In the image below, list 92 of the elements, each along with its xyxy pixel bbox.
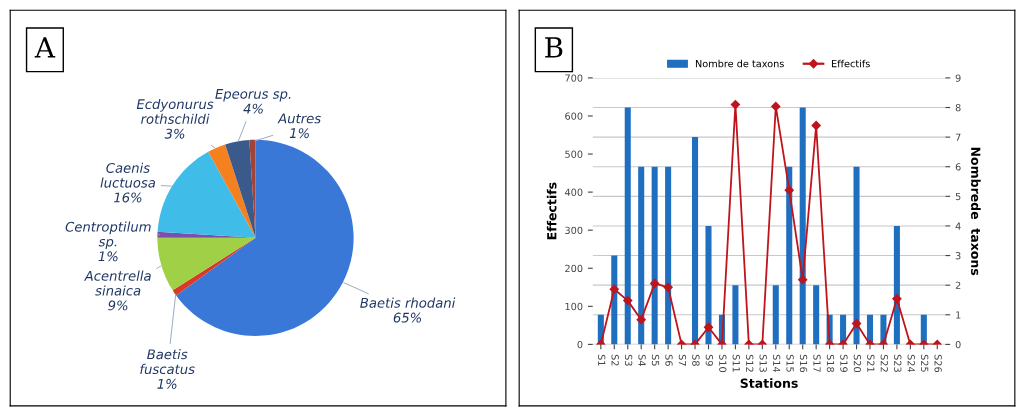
point — [730, 99, 741, 110]
x-tick-label: S18 — [826, 354, 835, 372]
y2-tick-label: 7 — [955, 133, 961, 141]
bar — [732, 285, 739, 345]
y-tick-label: 600 — [565, 112, 583, 120]
bar — [799, 107, 806, 345]
data-label: 16% — [113, 192, 142, 203]
x-tick-label: S21 — [867, 354, 875, 372]
x-tick-label: S16 — [799, 354, 808, 373]
x-tick-label: S19 — [840, 354, 848, 372]
point — [892, 294, 902, 304]
slice-label: Baetis fuscatus — [140, 349, 195, 375]
slice-label: Caenis luctuosa — [100, 162, 156, 188]
bar — [651, 166, 658, 345]
x-tick-label: S2 — [611, 354, 619, 366]
x-tick-label: S14 — [772, 354, 781, 373]
y-tick-label: 500 — [565, 150, 583, 158]
y-axis-title: Effectifs — [546, 182, 557, 240]
y2-tick-label: 2 — [955, 281, 961, 289]
bar — [624, 107, 631, 345]
y2-tick-label: 1 — [956, 311, 961, 319]
bar — [813, 285, 820, 345]
bar — [638, 166, 645, 345]
point — [650, 278, 660, 289]
x-tick-label: S25 — [921, 354, 929, 372]
y-tick-label: 400 — [564, 188, 583, 196]
x-tick-label: S26 — [934, 354, 942, 373]
x-tick-label: S24 — [907, 354, 915, 373]
x-tick-label: S20 — [853, 354, 862, 373]
bar — [665, 166, 672, 345]
slice-label: Ecdyonurus rothschildi — [136, 98, 214, 124]
y2-axis-title: Nombrede taxons — [971, 147, 981, 276]
y-tick-label: 700 — [565, 74, 583, 82]
y2-tick-label: 4 — [955, 222, 961, 230]
bar — [853, 166, 860, 345]
x-tick-label: S5 — [651, 354, 660, 366]
x-tick-label: S10 — [719, 354, 727, 373]
slice-label: Autres — [277, 113, 321, 124]
y2-tick-label: 3 — [955, 252, 961, 260]
legend-label: Effectifs — [831, 59, 870, 68]
legend-label: Nombre de taxons — [695, 59, 784, 68]
y2-tick-label: 5 — [955, 192, 961, 201]
x-tick-label: S23 — [894, 354, 902, 372]
point — [663, 282, 673, 292]
data-label: 3% — [164, 128, 185, 139]
y-tick-label: 100 — [565, 302, 583, 311]
point — [636, 315, 646, 325]
slice-label: Epeorus sp. — [215, 89, 291, 102]
slice-label: Acentrella sinaica — [83, 270, 151, 296]
slice-label: Centroptilum sp. — [65, 221, 151, 250]
x-axis-title: Stations — [740, 378, 798, 388]
x-tick-label: S11 — [732, 354, 740, 372]
y2-tick-label: 9 — [955, 74, 961, 82]
x-tick-label: S13 — [759, 354, 767, 372]
bar — [786, 166, 793, 345]
point — [784, 185, 794, 195]
slice-label: Baetis rhodani — [360, 297, 456, 308]
data-label: 1% — [157, 378, 177, 389]
data-label: 65% — [393, 312, 422, 323]
point — [798, 275, 808, 285]
bar — [772, 285, 779, 345]
data-label: 1% — [98, 251, 118, 262]
point — [609, 284, 619, 294]
x-tick-label: S7 — [678, 354, 687, 366]
text: A — [34, 37, 56, 58]
x-tick-label: S15 — [786, 354, 794, 372]
x-tick-label: S9 — [705, 354, 714, 366]
y-tick-label: 0 — [577, 340, 583, 349]
x-tick-label: S6 — [665, 354, 673, 366]
x-tick-label: S3 — [624, 354, 633, 366]
y-tick-label: 300 — [565, 226, 583, 235]
x-tick-label: S1 — [598, 354, 606, 366]
y2-tick-label: 0 — [955, 340, 961, 349]
point — [811, 120, 821, 131]
data-label: 9% — [108, 300, 128, 311]
x-tick-label: S12 — [746, 354, 754, 372]
x-tick-label: S22 — [880, 354, 888, 372]
point — [703, 322, 714, 332]
point — [771, 101, 781, 112]
y-tick-label: 200 — [565, 264, 583, 273]
x-tick-label: S8 — [692, 354, 700, 366]
x-tick-label: S17 — [813, 354, 821, 372]
text: B — [545, 37, 563, 58]
data-label: 1% — [289, 128, 309, 139]
bar — [692, 137, 699, 345]
point — [623, 295, 633, 306]
data-label: 4% — [243, 103, 263, 114]
bar — [705, 225, 712, 345]
y2-tick-label: 8 — [955, 103, 961, 112]
bar — [893, 225, 900, 345]
y2-tick-label: 6 — [955, 163, 961, 171]
x-tick-label: S4 — [638, 354, 646, 366]
